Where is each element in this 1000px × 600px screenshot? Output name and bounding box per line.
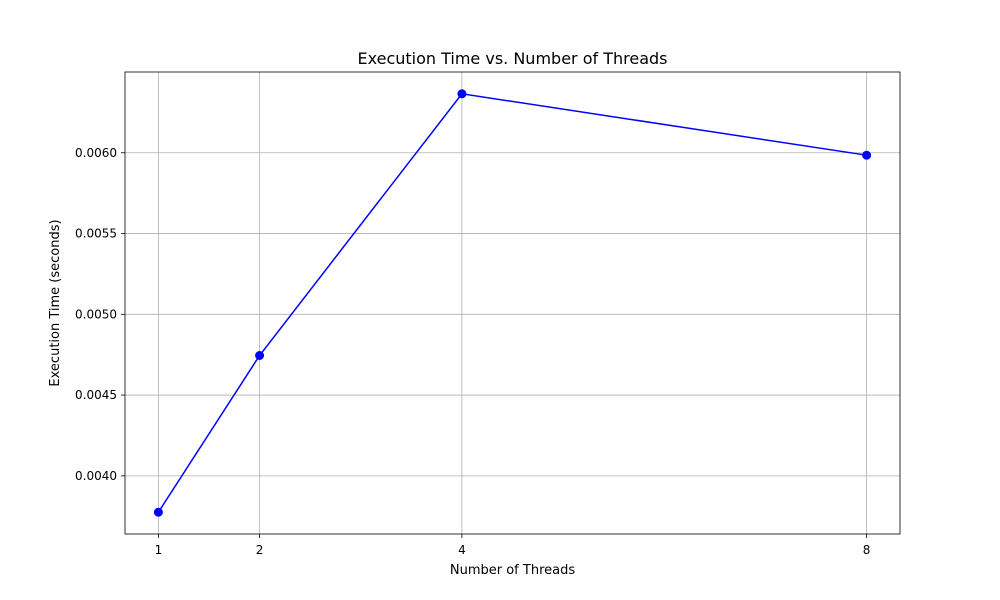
series-line [157,93,867,513]
grid-layer [125,72,900,534]
y-tick-label: 0.0040 [75,469,117,483]
plot-frame [124,71,901,535]
y-tick-label: 0.0045 [75,388,117,402]
data-point [153,507,163,517]
series-layer [153,89,872,517]
y-tick-label: 0.0050 [75,307,117,321]
y-tick-label: 0.0060 [75,146,117,160]
x-tick-label: 8 [863,543,871,557]
y-axis-label: Execution Time (seconds) [48,219,63,386]
x-tick-label: 2 [256,543,264,557]
data-point [862,150,872,160]
x-axis-label: Number of Threads [450,563,575,578]
y-tick-label: 0.0055 [75,227,117,241]
x-tick-label: 1 [155,543,163,557]
x-tick-label: 4 [458,543,466,557]
chart-title: Execution Time vs. Number of Threads [358,49,668,68]
data-point [457,89,467,99]
tick-layer: 1 2 4 8 0.0040 0.0045 0.0050 0.0055 0.0060 [75,146,870,557]
data-point [255,351,265,360]
